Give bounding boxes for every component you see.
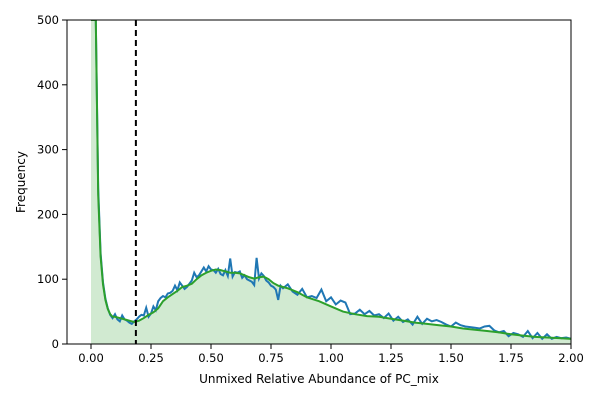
y-tick-label: 300 [37, 143, 59, 157]
x-axis-label: Unmixed Relative Abundance of PC_mix [199, 372, 439, 386]
raw-frequency-line [91, 20, 571, 341]
x-tick-label: 0.50 [198, 351, 224, 365]
plot-frame [66, 19, 572, 345]
y-tick-label: 100 [37, 272, 59, 286]
y-axis: 0 100 200 300 400 500 [37, 13, 67, 351]
y-tick-label: 200 [37, 207, 59, 221]
x-tick-label: 1.25 [378, 351, 404, 365]
x-tick-label: 1.75 [498, 351, 524, 365]
smoothed-frequency-line [91, 20, 571, 340]
plot-area [91, 20, 571, 344]
x-tick-label: 1.50 [438, 351, 464, 365]
y-tick-label: 0 [52, 337, 59, 351]
y-tick-label: 400 [37, 78, 59, 92]
x-tick-label: 2.00 [558, 351, 584, 365]
x-tick-label: 0.25 [138, 351, 164, 365]
y-tick-label: 500 [37, 13, 59, 27]
x-tick-label: 1.00 [318, 351, 344, 365]
x-axis: 0.00 0.25 0.50 0.75 1.00 1.25 1.50 1.75 2.00 [78, 344, 584, 365]
x-tick-label: 0.75 [258, 351, 284, 365]
x-tick-label: 0.00 [78, 351, 104, 365]
y-axis-label: Frequency [14, 151, 28, 213]
